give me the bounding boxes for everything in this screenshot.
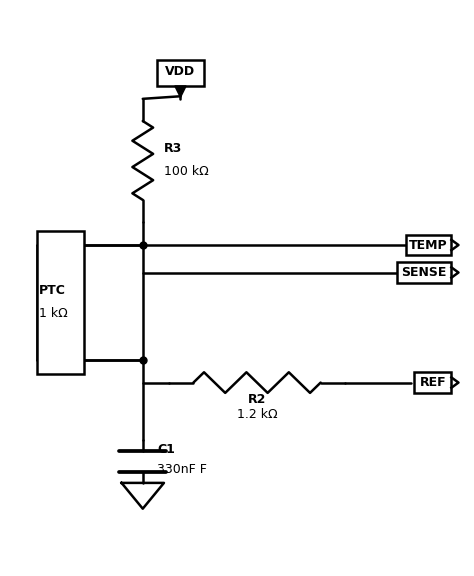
Text: REF: REF: [419, 376, 446, 389]
Text: SENSE: SENSE: [401, 266, 447, 279]
Text: PTC: PTC: [39, 285, 66, 297]
Text: R2: R2: [248, 393, 266, 406]
FancyBboxPatch shape: [157, 60, 204, 86]
Text: VDD: VDD: [165, 66, 195, 78]
Text: 330nF F: 330nF F: [157, 464, 207, 476]
Text: 100 kΩ: 100 kΩ: [164, 165, 209, 179]
Text: 1.2 kΩ: 1.2 kΩ: [237, 408, 277, 420]
Polygon shape: [175, 86, 186, 97]
Text: 1 kΩ: 1 kΩ: [39, 307, 68, 320]
Text: C1: C1: [157, 444, 175, 456]
FancyBboxPatch shape: [406, 234, 451, 255]
Text: R3: R3: [164, 142, 182, 156]
FancyBboxPatch shape: [414, 372, 451, 393]
FancyBboxPatch shape: [397, 262, 451, 283]
FancyBboxPatch shape: [36, 230, 84, 374]
Text: TEMP: TEMP: [409, 238, 448, 252]
